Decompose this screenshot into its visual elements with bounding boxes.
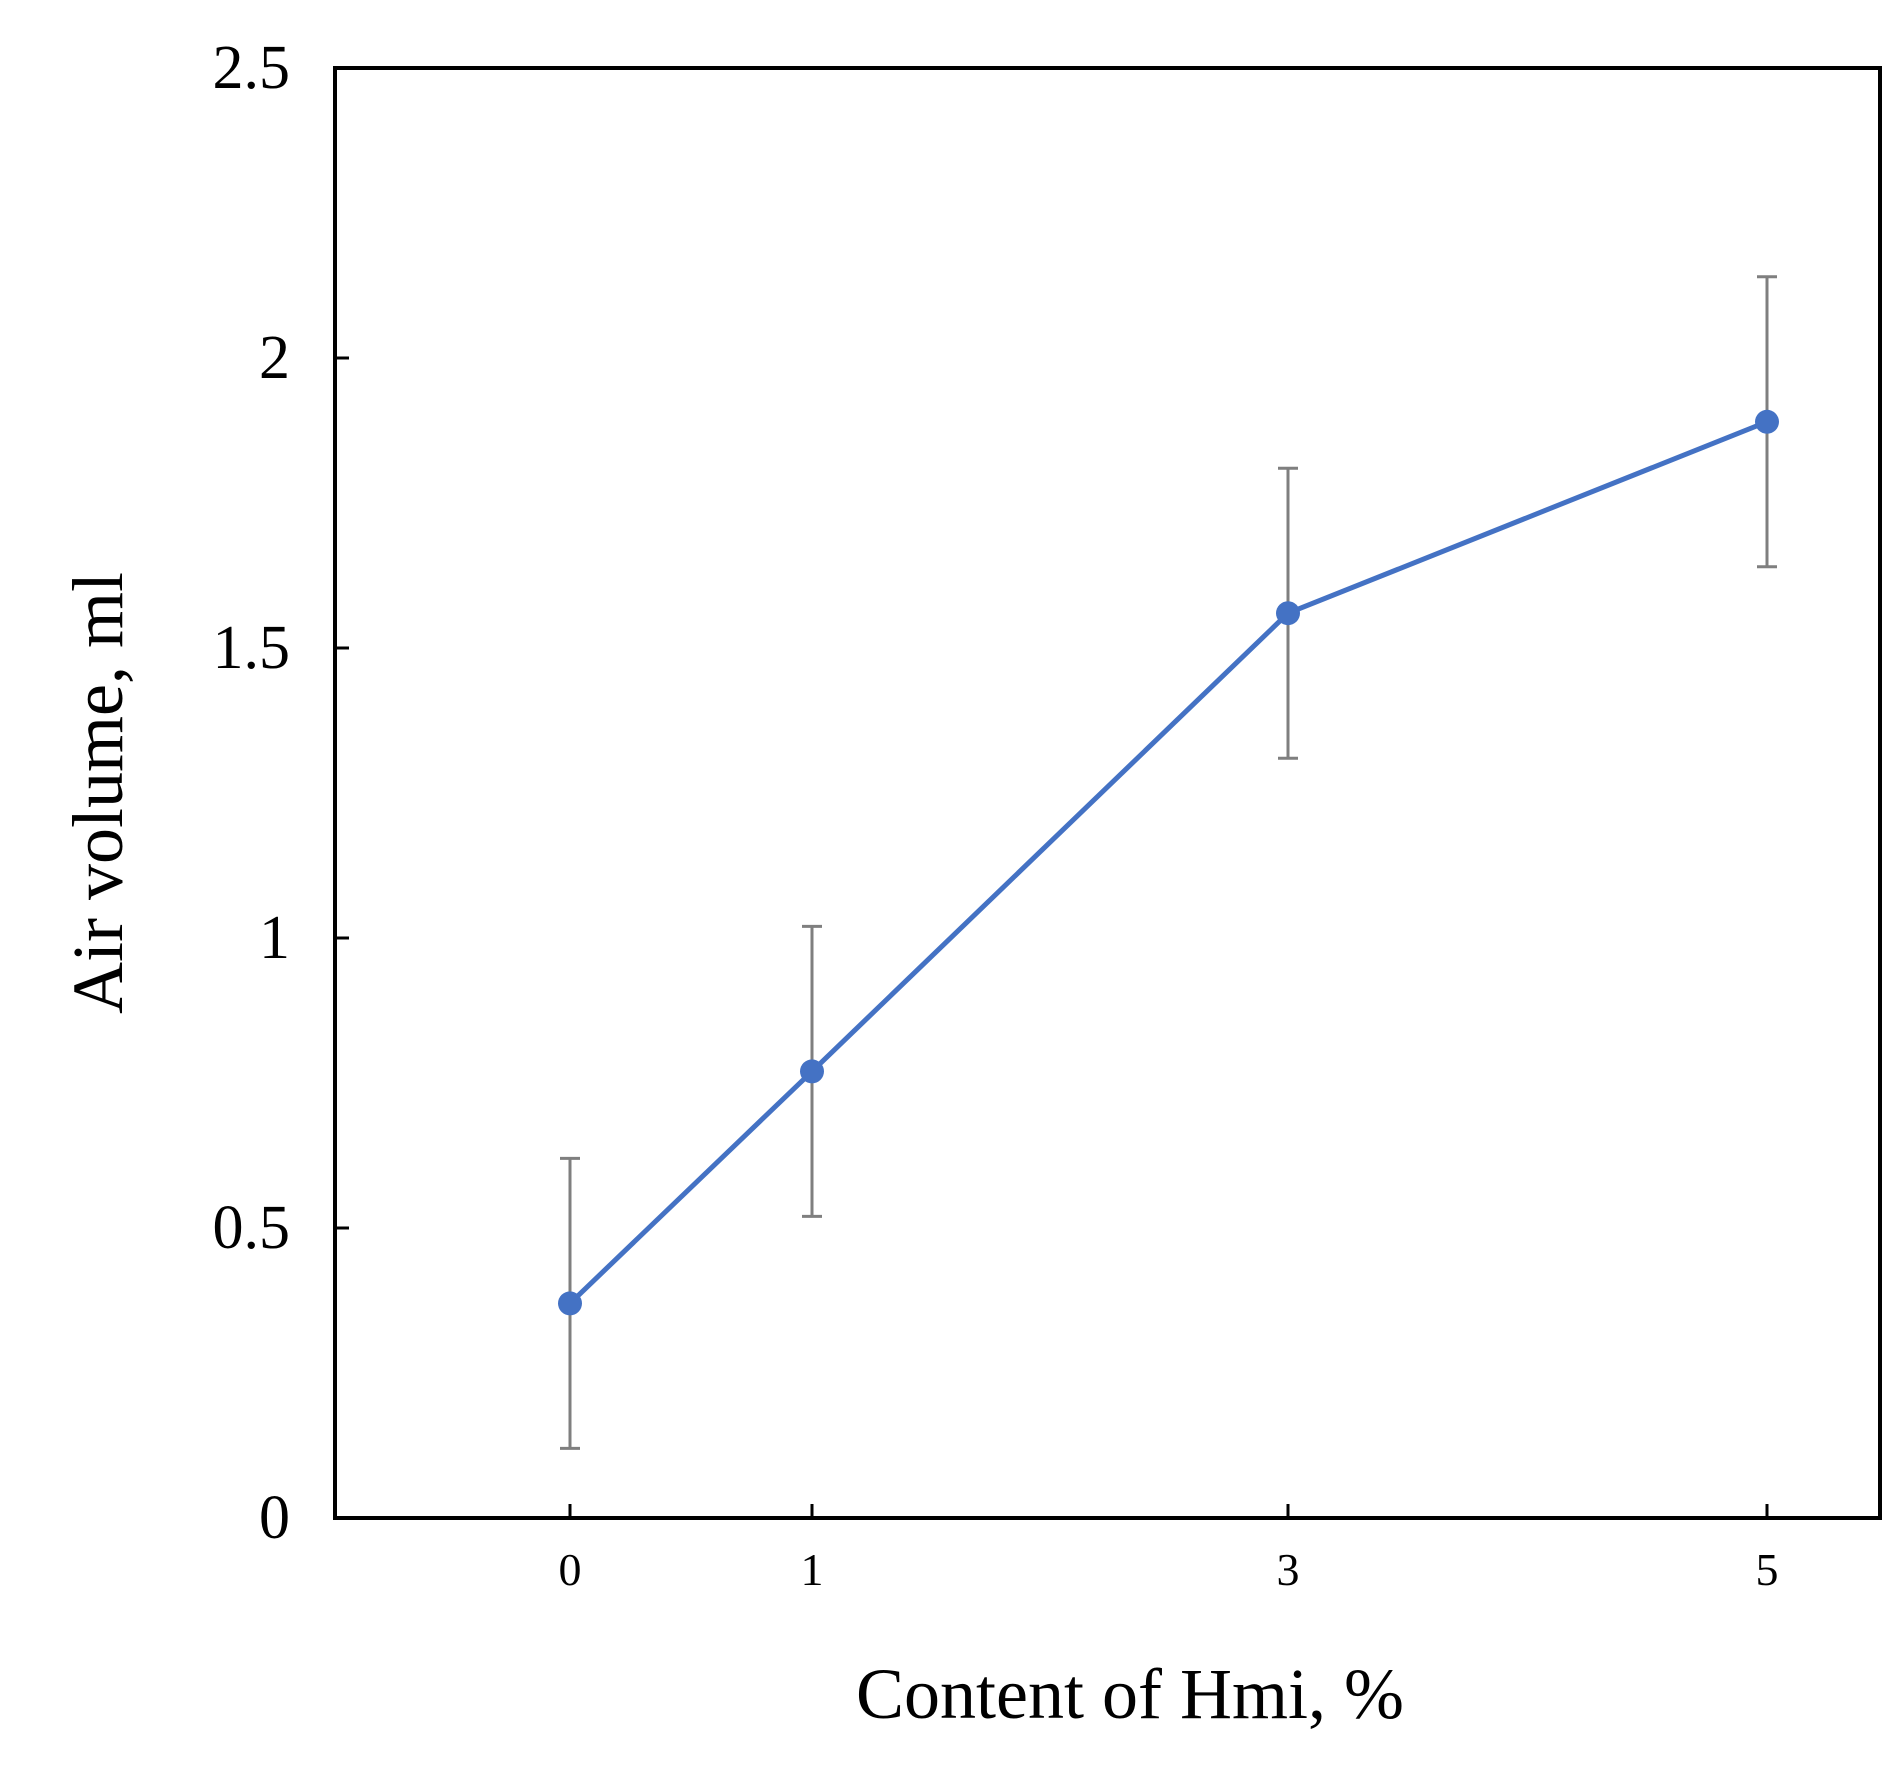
y-tick-label: 1 [259,904,290,972]
y-tick-label: 2 [259,324,290,392]
x-tick-label: 0 [559,1544,582,1595]
series-group [558,409,1779,1316]
x-axis-title: Content of Hmi, % [856,1654,1404,1734]
y-axis: 0 0.5 1 1.5 2 2.5 [213,34,349,1552]
y-tick-label: 0 [259,1484,290,1552]
y-tick-label: 1.5 [213,614,291,682]
x-tick-label: 1 [801,1544,824,1595]
x-tick-label: 5 [1756,1544,1779,1595]
series-line [568,419,1768,1306]
data-point [1755,409,1779,434]
error-bars [560,275,1777,1450]
data-point [800,1059,824,1084]
y-tick-label: 2.5 [213,34,291,102]
data-point [1276,601,1300,626]
data-point [558,1291,582,1316]
x-axis: 0 1 3 5 [559,1504,1779,1595]
y-tick-label: 0.5 [213,1194,291,1262]
x-tick-label: 3 [1277,1544,1300,1595]
plot-frame [333,66,1882,1520]
y-axis-title: Air volume, ml [58,572,138,1014]
